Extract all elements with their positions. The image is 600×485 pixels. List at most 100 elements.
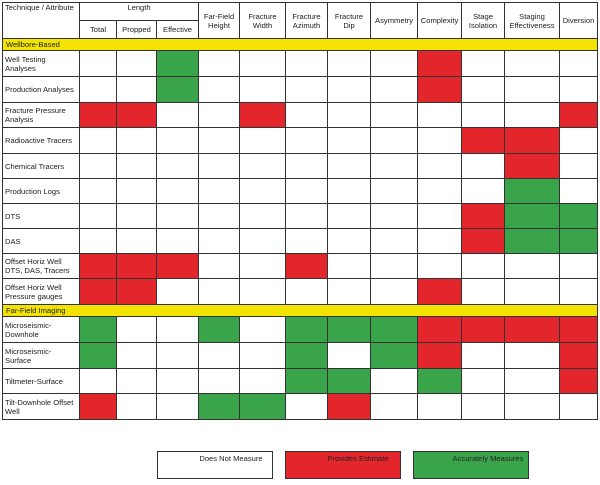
col-header-fracture-width: Fracture Width: [239, 2, 287, 39]
legend-swatch-accurate: [413, 451, 529, 479]
rating-cell-none: [370, 253, 419, 279]
rating-cell-none: [327, 76, 372, 103]
rating-cell-none: [417, 203, 463, 229]
rating-cell-none: [155, 368, 200, 394]
rating-cell-none: [285, 102, 329, 128]
rating-cell-accurate: [327, 368, 372, 394]
rating-cell-none: [116, 76, 157, 103]
rating-cell-estimate: [461, 203, 506, 229]
col-header-far-field-height: Far-Field Height: [198, 2, 241, 39]
subheader-total: Total: [79, 20, 117, 39]
table-row: Fracture Pressure Analysis: [2, 102, 599, 128]
row-label: Well Testing Analyses: [2, 50, 80, 77]
rating-cell-accurate: [504, 178, 561, 204]
rating-cell-none: [504, 368, 561, 394]
table-row: Offset Horiz Well Pressure gauges: [2, 278, 599, 305]
table-row: Radioactive Tracers: [2, 127, 599, 154]
rating-cell-none: [370, 102, 419, 128]
rating-cell-none: [79, 368, 117, 394]
length-header: Length: [78, 2, 200, 21]
rating-cell-none: [198, 153, 241, 179]
rating-cell-estimate: [504, 316, 561, 343]
rating-cell-none: [370, 393, 419, 420]
legend-swatch-estimate: [285, 451, 401, 479]
rating-cell-estimate: [79, 102, 117, 128]
rating-cell-none: [559, 178, 599, 204]
rating-cell-none: [239, 127, 287, 154]
rating-cell-none: [116, 393, 157, 420]
rating-cell-estimate: [116, 102, 157, 128]
col-header-complexity: Complexity: [417, 2, 463, 39]
rating-cell-none: [239, 228, 287, 254]
row-label: Offset Horiz Well DTS, DAS, Tracers: [2, 253, 80, 279]
col-header-fracture-azimuth: Fracture Azimuth: [285, 2, 329, 39]
row-label: Radioactive Tracers: [2, 127, 80, 154]
rating-cell-estimate: [79, 253, 117, 279]
rating-cell-none: [116, 153, 157, 179]
legend-label-estimate: Provides Estimate: [327, 454, 389, 463]
rating-cell-accurate: [417, 368, 463, 394]
rating-cell-none: [504, 253, 561, 279]
rating-cell-none: [198, 127, 241, 154]
rating-cell-none: [239, 368, 287, 394]
rating-cell-estimate: [559, 368, 599, 394]
rating-cell-none: [155, 102, 200, 128]
table-row: Chemical Tracers: [2, 153, 599, 179]
col-header-diversion: Diversion: [559, 2, 599, 39]
rating-cell-estimate: [461, 127, 506, 154]
table-row: Production Analyses: [2, 76, 599, 103]
rating-cell-none: [370, 50, 419, 77]
rating-cell-none: [559, 393, 599, 420]
rating-cell-none: [461, 342, 506, 369]
rating-cell-none: [79, 203, 117, 229]
legend-swatch-none: [157, 451, 273, 479]
rating-cell-none: [79, 228, 117, 254]
rating-cell-none: [461, 50, 506, 77]
rating-cell-none: [559, 50, 599, 77]
rating-cell-accurate: [504, 228, 561, 254]
rating-cell-estimate: [285, 253, 329, 279]
rating-cell-none: [327, 228, 372, 254]
rating-cell-none: [327, 253, 372, 279]
rating-cell-none: [79, 127, 117, 154]
rating-cell-none: [285, 50, 329, 77]
rating-cell-none: [327, 153, 372, 179]
rating-cell-none: [239, 203, 287, 229]
rating-cell-none: [198, 50, 241, 77]
rating-cell-accurate: [370, 316, 419, 343]
rating-cell-none: [155, 203, 200, 229]
rating-cell-none: [370, 203, 419, 229]
rating-cell-accurate: [559, 203, 599, 229]
rating-cell-none: [116, 342, 157, 369]
rating-cell-none: [285, 278, 329, 305]
rating-cell-none: [285, 178, 329, 204]
rating-cell-estimate: [417, 316, 463, 343]
rating-cell-none: [417, 102, 463, 128]
rating-cell-none: [198, 253, 241, 279]
rating-cell-none: [370, 76, 419, 103]
rating-cell-estimate: [417, 278, 463, 305]
rating-cell-none: [79, 50, 117, 77]
rating-cell-accurate: [79, 342, 117, 369]
rating-cell-none: [198, 228, 241, 254]
rating-cell-none: [198, 76, 241, 103]
col-header-fracture-dip: Fracture Dip: [327, 2, 372, 39]
rating-cell-none: [327, 178, 372, 204]
rating-cell-none: [327, 50, 372, 77]
rating-cell-none: [116, 316, 157, 343]
rating-cell-estimate: [239, 102, 287, 128]
rating-cell-none: [116, 228, 157, 254]
rating-cell-accurate: [370, 342, 419, 369]
rating-cell-estimate: [559, 316, 599, 343]
rating-cell-none: [79, 76, 117, 103]
rating-cell-accurate: [327, 316, 372, 343]
rating-cell-estimate: [116, 278, 157, 305]
legend-label-accurate: Accurately Measures: [452, 454, 524, 463]
rating-cell-none: [504, 50, 561, 77]
rating-cell-none: [79, 178, 117, 204]
rating-cell-none: [370, 368, 419, 394]
rating-cell-none: [559, 253, 599, 279]
rating-cell-none: [239, 278, 287, 305]
rating-cell-none: [461, 368, 506, 394]
